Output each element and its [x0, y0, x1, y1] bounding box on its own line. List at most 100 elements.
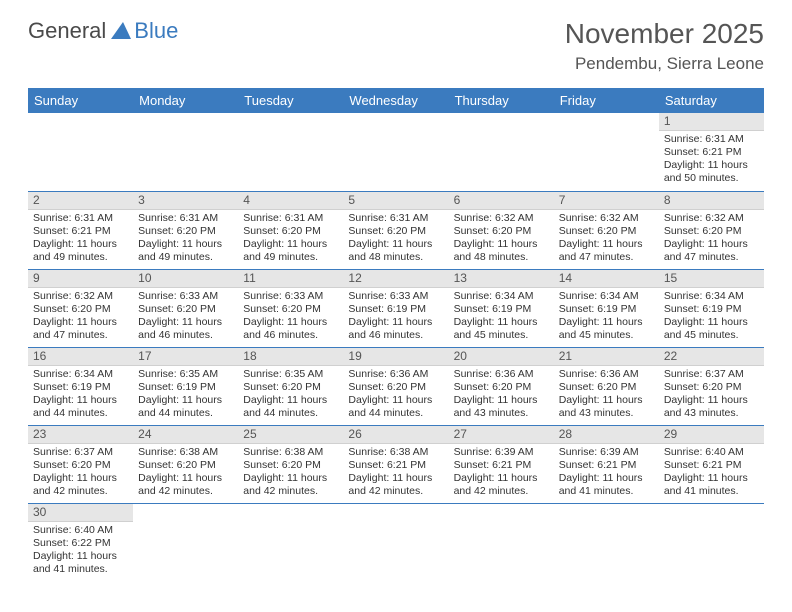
sunrise-text: Sunrise: 6:32 AM: [664, 212, 759, 225]
day-number: 30: [28, 504, 133, 522]
day-details: Sunrise: 6:32 AMSunset: 6:20 PMDaylight:…: [28, 288, 133, 347]
calendar-cell: 30Sunrise: 6:40 AMSunset: 6:22 PMDayligh…: [28, 503, 133, 581]
sunset-text: Sunset: 6:20 PM: [664, 225, 759, 238]
calendar-cell: 11Sunrise: 6:33 AMSunset: 6:20 PMDayligh…: [238, 269, 343, 347]
location-subtitle: Pendembu, Sierra Leone: [565, 54, 764, 74]
calendar-cell: [449, 503, 554, 581]
daylight-text: Daylight: 11 hours and 44 minutes.: [348, 394, 443, 420]
calendar-cell: 14Sunrise: 6:34 AMSunset: 6:19 PMDayligh…: [554, 269, 659, 347]
calendar-table: SundayMondayTuesdayWednesdayThursdayFrid…: [28, 88, 764, 581]
daylight-text: Daylight: 11 hours and 48 minutes.: [454, 238, 549, 264]
sunset-text: Sunset: 6:20 PM: [348, 225, 443, 238]
day-header: Saturday: [659, 88, 764, 113]
day-number: 25: [238, 426, 343, 444]
sunset-text: Sunset: 6:19 PM: [454, 303, 549, 316]
sunset-text: Sunset: 6:21 PM: [33, 225, 128, 238]
day-number: 12: [343, 270, 448, 288]
day-details: Sunrise: 6:34 AMSunset: 6:19 PMDaylight:…: [449, 288, 554, 347]
daylight-text: Daylight: 11 hours and 46 minutes.: [243, 316, 338, 342]
calendar-cell: [238, 503, 343, 581]
sunset-text: Sunset: 6:22 PM: [33, 537, 128, 550]
day-header: Wednesday: [343, 88, 448, 113]
daylight-text: Daylight: 11 hours and 42 minutes.: [243, 472, 338, 498]
daylight-text: Daylight: 11 hours and 49 minutes.: [138, 238, 233, 264]
sunrise-text: Sunrise: 6:36 AM: [348, 368, 443, 381]
calendar-cell: [659, 503, 764, 581]
sunrise-text: Sunrise: 6:40 AM: [664, 446, 759, 459]
day-number: 8: [659, 192, 764, 210]
sunset-text: Sunset: 6:20 PM: [559, 225, 654, 238]
day-number: 22: [659, 348, 764, 366]
daylight-text: Daylight: 11 hours and 43 minutes.: [664, 394, 759, 420]
day-header: Tuesday: [238, 88, 343, 113]
sunrise-text: Sunrise: 6:33 AM: [138, 290, 233, 303]
daylight-text: Daylight: 11 hours and 42 minutes.: [454, 472, 549, 498]
sunrise-text: Sunrise: 6:35 AM: [243, 368, 338, 381]
day-details: Sunrise: 6:34 AMSunset: 6:19 PMDaylight:…: [28, 366, 133, 425]
day-details: Sunrise: 6:31 AMSunset: 6:20 PMDaylight:…: [343, 210, 448, 269]
day-number: 15: [659, 270, 764, 288]
sunset-text: Sunset: 6:20 PM: [243, 225, 338, 238]
day-details: Sunrise: 6:32 AMSunset: 6:20 PMDaylight:…: [554, 210, 659, 269]
sunrise-text: Sunrise: 6:31 AM: [348, 212, 443, 225]
day-details: Sunrise: 6:40 AMSunset: 6:22 PMDaylight:…: [28, 522, 133, 581]
calendar-cell: 17Sunrise: 6:35 AMSunset: 6:19 PMDayligh…: [133, 347, 238, 425]
sunrise-text: Sunrise: 6:34 AM: [454, 290, 549, 303]
calendar-cell: [343, 113, 448, 191]
calendar-cell: 6Sunrise: 6:32 AMSunset: 6:20 PMDaylight…: [449, 191, 554, 269]
sail-icon: [111, 22, 131, 40]
calendar-cell: 25Sunrise: 6:38 AMSunset: 6:20 PMDayligh…: [238, 425, 343, 503]
sunset-text: Sunset: 6:20 PM: [243, 303, 338, 316]
daylight-text: Daylight: 11 hours and 42 minutes.: [138, 472, 233, 498]
calendar-week-row: 30Sunrise: 6:40 AMSunset: 6:22 PMDayligh…: [28, 503, 764, 581]
day-number: 5: [343, 192, 448, 210]
daylight-text: Daylight: 11 hours and 41 minutes.: [559, 472, 654, 498]
day-number: 11: [238, 270, 343, 288]
daylight-text: Daylight: 11 hours and 41 minutes.: [664, 472, 759, 498]
day-details: Sunrise: 6:40 AMSunset: 6:21 PMDaylight:…: [659, 444, 764, 503]
sunset-text: Sunset: 6:20 PM: [348, 381, 443, 394]
calendar-cell: 2Sunrise: 6:31 AMSunset: 6:21 PMDaylight…: [28, 191, 133, 269]
sunset-text: Sunset: 6:19 PM: [348, 303, 443, 316]
calendar-cell: 19Sunrise: 6:36 AMSunset: 6:20 PMDayligh…: [343, 347, 448, 425]
day-number: 23: [28, 426, 133, 444]
sunrise-text: Sunrise: 6:35 AM: [138, 368, 233, 381]
calendar-cell: 1Sunrise: 6:31 AMSunset: 6:21 PMDaylight…: [659, 113, 764, 191]
sunrise-text: Sunrise: 6:33 AM: [348, 290, 443, 303]
calendar-cell: 15Sunrise: 6:34 AMSunset: 6:19 PMDayligh…: [659, 269, 764, 347]
day-number: 2: [28, 192, 133, 210]
day-number: 24: [133, 426, 238, 444]
daylight-text: Daylight: 11 hours and 41 minutes.: [33, 550, 128, 576]
calendar-cell: 20Sunrise: 6:36 AMSunset: 6:20 PMDayligh…: [449, 347, 554, 425]
sunset-text: Sunset: 6:20 PM: [33, 459, 128, 472]
day-details: Sunrise: 6:35 AMSunset: 6:20 PMDaylight:…: [238, 366, 343, 425]
daylight-text: Daylight: 11 hours and 42 minutes.: [348, 472, 443, 498]
sunset-text: Sunset: 6:20 PM: [138, 225, 233, 238]
day-number: 20: [449, 348, 554, 366]
sunset-text: Sunset: 6:19 PM: [559, 303, 654, 316]
month-title: November 2025: [565, 18, 764, 50]
day-details: Sunrise: 6:35 AMSunset: 6:19 PMDaylight:…: [133, 366, 238, 425]
title-block: November 2025 Pendembu, Sierra Leone: [565, 18, 764, 74]
sunrise-text: Sunrise: 6:40 AM: [33, 524, 128, 537]
day-details: Sunrise: 6:32 AMSunset: 6:20 PMDaylight:…: [449, 210, 554, 269]
sunrise-text: Sunrise: 6:38 AM: [138, 446, 233, 459]
calendar-week-row: 16Sunrise: 6:34 AMSunset: 6:19 PMDayligh…: [28, 347, 764, 425]
sunset-text: Sunset: 6:20 PM: [33, 303, 128, 316]
calendar-cell: 3Sunrise: 6:31 AMSunset: 6:20 PMDaylight…: [133, 191, 238, 269]
sunset-text: Sunset: 6:21 PM: [454, 459, 549, 472]
calendar-cell: 29Sunrise: 6:40 AMSunset: 6:21 PMDayligh…: [659, 425, 764, 503]
sunrise-text: Sunrise: 6:31 AM: [33, 212, 128, 225]
day-number: 16: [28, 348, 133, 366]
calendar-cell: 7Sunrise: 6:32 AMSunset: 6:20 PMDaylight…: [554, 191, 659, 269]
daylight-text: Daylight: 11 hours and 44 minutes.: [138, 394, 233, 420]
sunset-text: Sunset: 6:20 PM: [138, 303, 233, 316]
sunrise-text: Sunrise: 6:37 AM: [664, 368, 759, 381]
daylight-text: Daylight: 11 hours and 44 minutes.: [33, 394, 128, 420]
sunrise-text: Sunrise: 6:34 AM: [664, 290, 759, 303]
calendar-cell: 5Sunrise: 6:31 AMSunset: 6:20 PMDaylight…: [343, 191, 448, 269]
daylight-text: Daylight: 11 hours and 43 minutes.: [454, 394, 549, 420]
sunset-text: Sunset: 6:21 PM: [664, 146, 759, 159]
sunrise-text: Sunrise: 6:36 AM: [454, 368, 549, 381]
day-header: Friday: [554, 88, 659, 113]
